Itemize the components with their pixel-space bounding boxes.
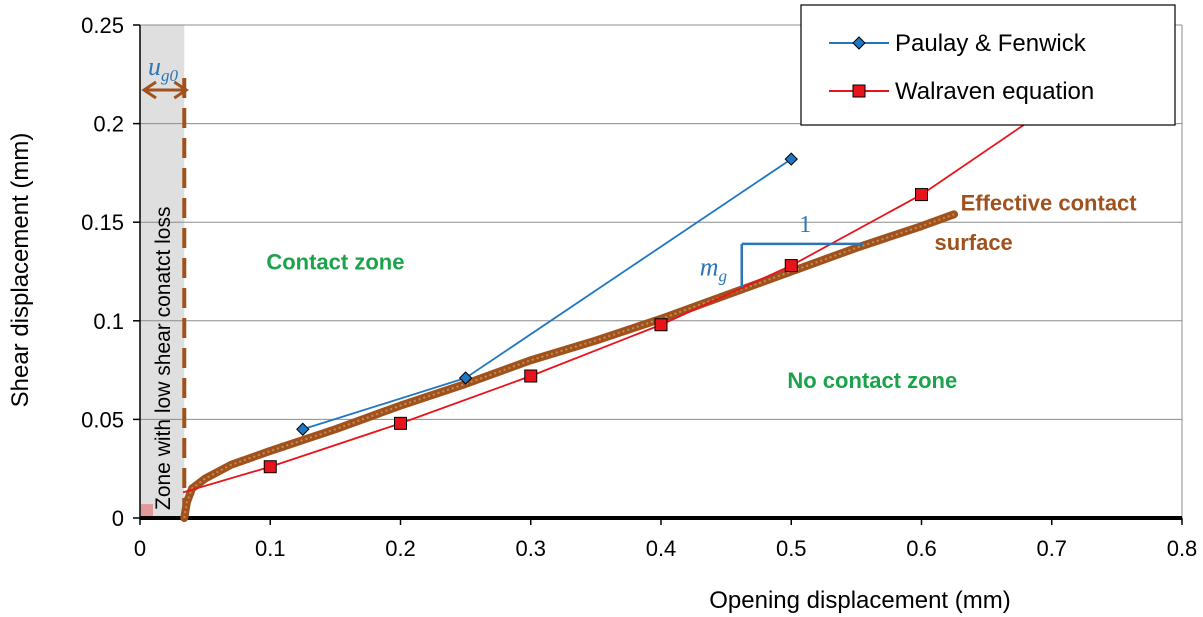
legend-box [800,4,1176,126]
no-contact-zone-label: No contact zone [787,368,957,393]
paulay-fenwick-point-0 [296,422,310,436]
ug0-arrow-right-head [173,80,189,100]
x-tick-label-8: 0.8 [1167,536,1198,561]
walraven-point-2 [524,369,538,383]
walraven-point-0 [263,460,277,474]
y-tick-label-3: 0.15 [81,210,124,235]
legend: Paulay & Fenwick Walraven equation [800,4,1176,126]
effective-contact-surface-texture [183,213,955,519]
contact-zone-label: Contact zone [266,250,404,275]
x-tick-label-3: 0.3 [515,536,546,561]
walraven-point-5 [915,188,928,202]
ug0-arrow-left-head [141,80,157,100]
y-tick-label-0: 0 [112,506,124,531]
y-tick-label-4: 0.2 [93,112,124,137]
x-tick-label-2: 0.2 [385,536,416,561]
legend-label-1: Walraven equation [895,78,1094,105]
y-ticks: 0 0.05 0.1 0.15 0.2 0.25 [81,13,140,531]
effective-contact-label-line2: surface [935,230,1013,255]
walraven-point-4 [784,259,798,273]
low-shear-zone-label: Zone with low shear conatct loss [152,207,175,510]
legend-marker-1 [852,84,866,98]
ug0-double-arrow [141,80,189,100]
low-shear-zone-shade [140,25,185,518]
x-tick-label-6: 0.6 [906,536,937,561]
y-axis-title: Shear displacement (mm) [7,133,34,408]
slope-label: mg [700,253,727,286]
walraven-point-3 [654,318,668,332]
walraven-origin-marker [141,504,153,517]
x-ticks: 0 0.1 0.2 0.3 0.4 0.5 0.6 0.7 0.8 [134,518,1197,561]
walraven-line [182,122,1027,494]
legend-marker-0 [852,36,866,50]
x-tick-label-7: 0.7 [1036,536,1067,561]
paulay-fenwick-point-1 [458,371,473,385]
series-layer [141,122,1027,522]
y-tick-label-5: 0.25 [81,13,124,38]
x-tick-label-5: 0.5 [776,536,807,561]
legend-label-0: Paulay & Fenwick [895,30,1087,57]
x-axis-title: Opening displacement (mm) [709,587,1010,614]
x-tick-label-4: 0.4 [646,536,677,561]
y-tick-label-1: 0.05 [81,407,124,432]
slope-triangle [740,242,863,288]
x-tick-label-0: 0 [134,536,146,561]
effective-contact-label-line1: Effective contact [961,190,1138,215]
ug0-symbol: ug0 [148,52,179,85]
walraven-point-1 [394,416,407,430]
slope-run-label: 1 [799,212,811,238]
paulay-fenwick-point-2 [784,152,798,166]
y-tick-label-2: 0.1 [93,309,124,334]
x-tick-label-1: 0.1 [255,536,286,561]
